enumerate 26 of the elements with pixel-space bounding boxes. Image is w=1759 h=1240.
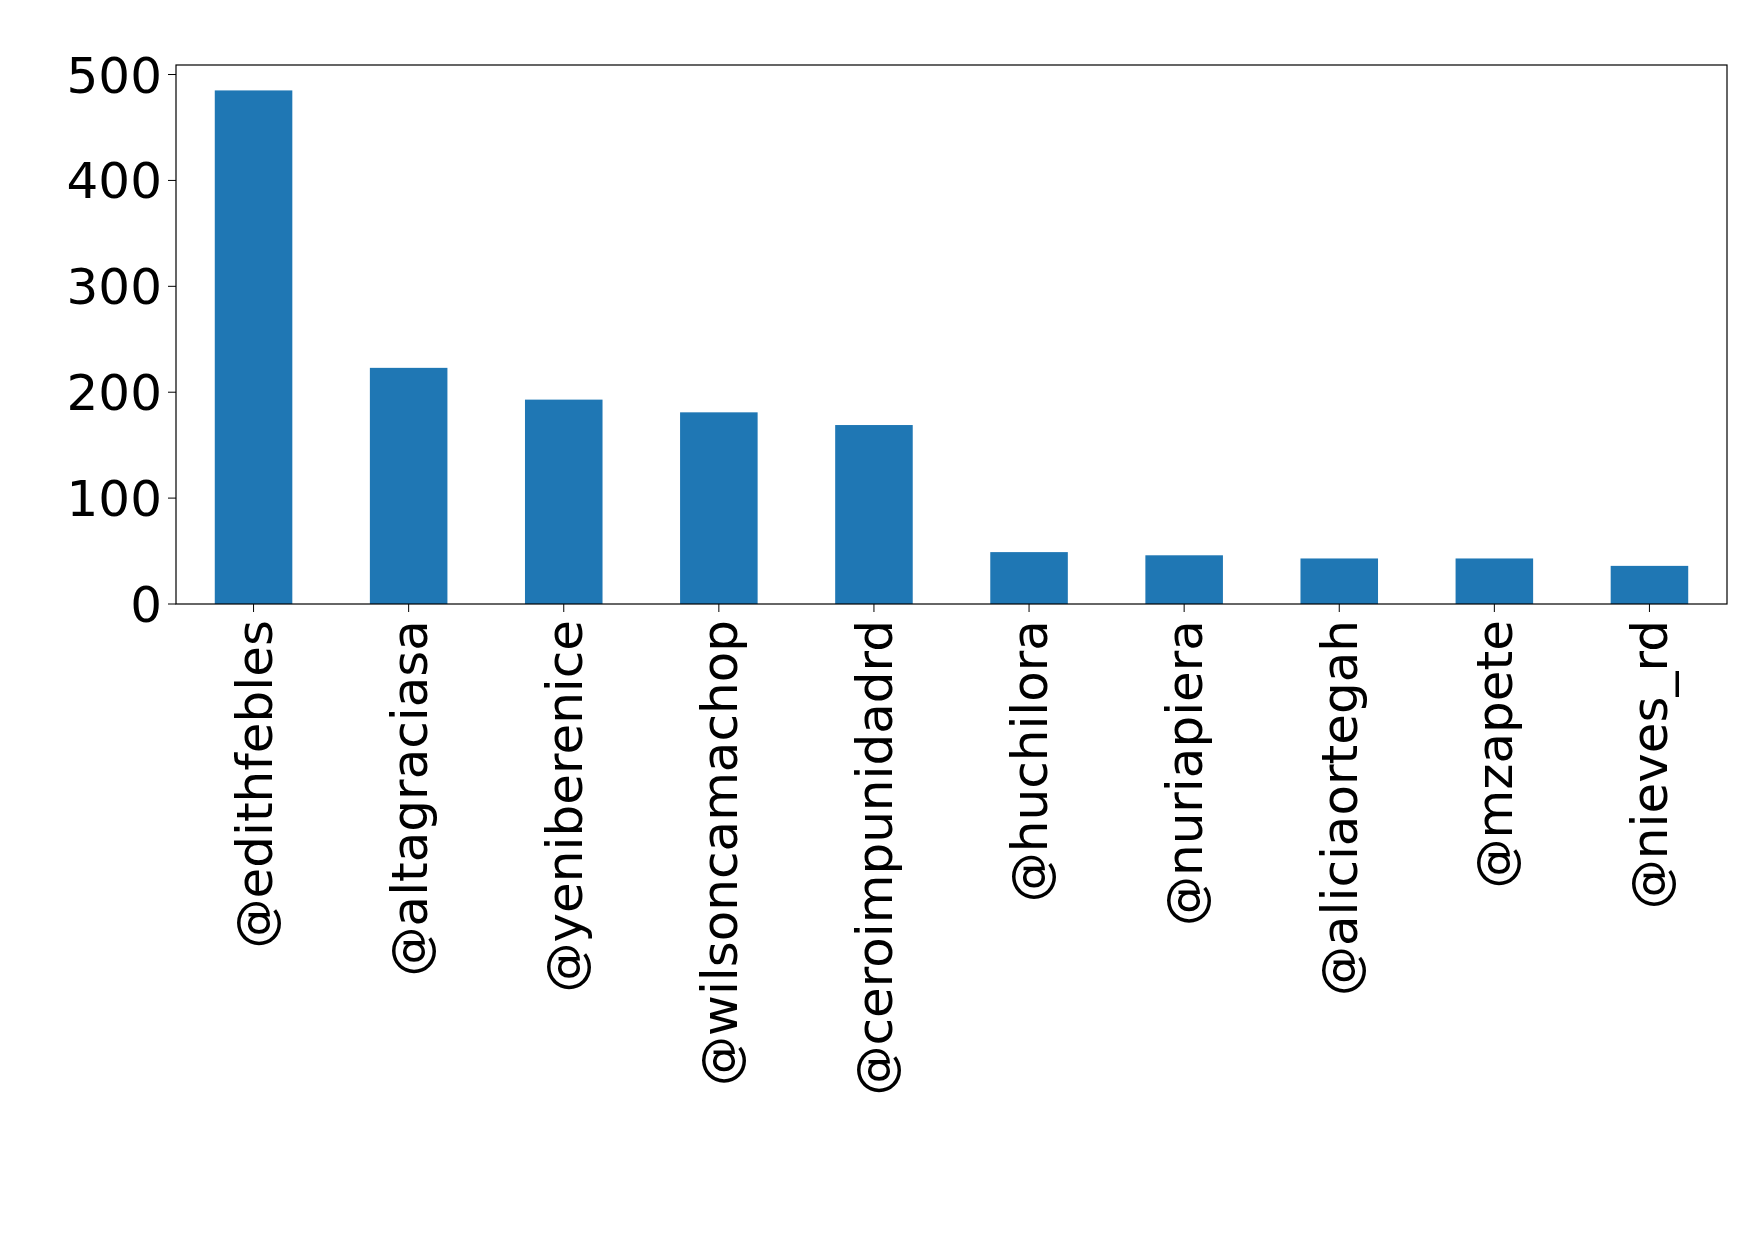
bar xyxy=(1145,555,1223,604)
y-tick-label: 500 xyxy=(66,46,162,105)
y-tick-label: 100 xyxy=(66,470,162,529)
bar xyxy=(990,552,1068,604)
bar xyxy=(524,399,603,604)
bar xyxy=(835,425,913,604)
bar xyxy=(680,412,758,604)
x-tick-label: @wilsoncamachop xyxy=(690,620,749,1086)
bar xyxy=(1455,558,1534,604)
y-tick-label: 0 xyxy=(130,576,162,634)
bar xyxy=(1300,558,1379,604)
x-tick-label: @nuriapiera xyxy=(1156,620,1215,927)
x-tick-label: @huchilora xyxy=(1001,620,1060,903)
bar xyxy=(214,90,293,604)
y-tick-label: 200 xyxy=(66,364,162,423)
x-tick-label: @mzapete xyxy=(1466,620,1525,889)
x-tick-label: @aliciaortegah xyxy=(1311,620,1370,997)
x-tick-label: @ceroimpunidadrd xyxy=(845,620,904,1096)
y-tick-label: 300 xyxy=(66,258,162,317)
y-tick-label: 400 xyxy=(66,152,162,211)
x-tick-label: @yeniberenice xyxy=(535,620,594,993)
x-tick-label: @nieves_rd xyxy=(1621,620,1680,910)
x-tick-label: @edithfebles xyxy=(225,620,284,949)
bar xyxy=(369,367,448,604)
x-tick-label: @altagraciasa xyxy=(380,620,439,977)
bar xyxy=(1610,565,1689,604)
